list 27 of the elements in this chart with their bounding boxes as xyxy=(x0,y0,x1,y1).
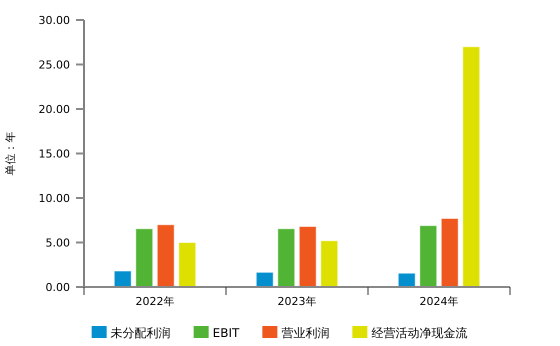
y-tick-label: 30.00 xyxy=(38,14,70,27)
y-tick-label: 20.00 xyxy=(38,103,70,116)
y-axis-title: 单位：年 xyxy=(4,132,17,176)
y-tick-label: 25.00 xyxy=(38,58,70,72)
legend-label: 营业利润 xyxy=(281,326,330,340)
bar xyxy=(277,228,296,288)
x-tick-label: 2023年 xyxy=(278,295,316,308)
bar xyxy=(419,225,438,288)
bar xyxy=(114,270,132,288)
bar xyxy=(135,228,154,288)
bar xyxy=(398,272,416,288)
y-tick-label: 5.00 xyxy=(46,236,70,250)
x-tick-label: 2024年 xyxy=(420,295,458,308)
x-tick-label: 2022年 xyxy=(136,295,174,308)
bar xyxy=(156,224,175,288)
y-tick-label: 15.00 xyxy=(38,148,70,160)
bar xyxy=(178,242,196,288)
bar xyxy=(256,272,274,288)
bar xyxy=(440,218,459,288)
legend-label: EBIT xyxy=(212,326,240,340)
legend-label: 经营活动净现金流 xyxy=(371,326,468,340)
bar xyxy=(320,240,338,288)
y-tick-label: 0.00 xyxy=(46,281,70,294)
y-tick-label: 10.00 xyxy=(38,192,70,205)
bar xyxy=(462,46,480,288)
legend-label: 未分配利润 xyxy=(110,326,171,340)
bar xyxy=(298,226,317,288)
